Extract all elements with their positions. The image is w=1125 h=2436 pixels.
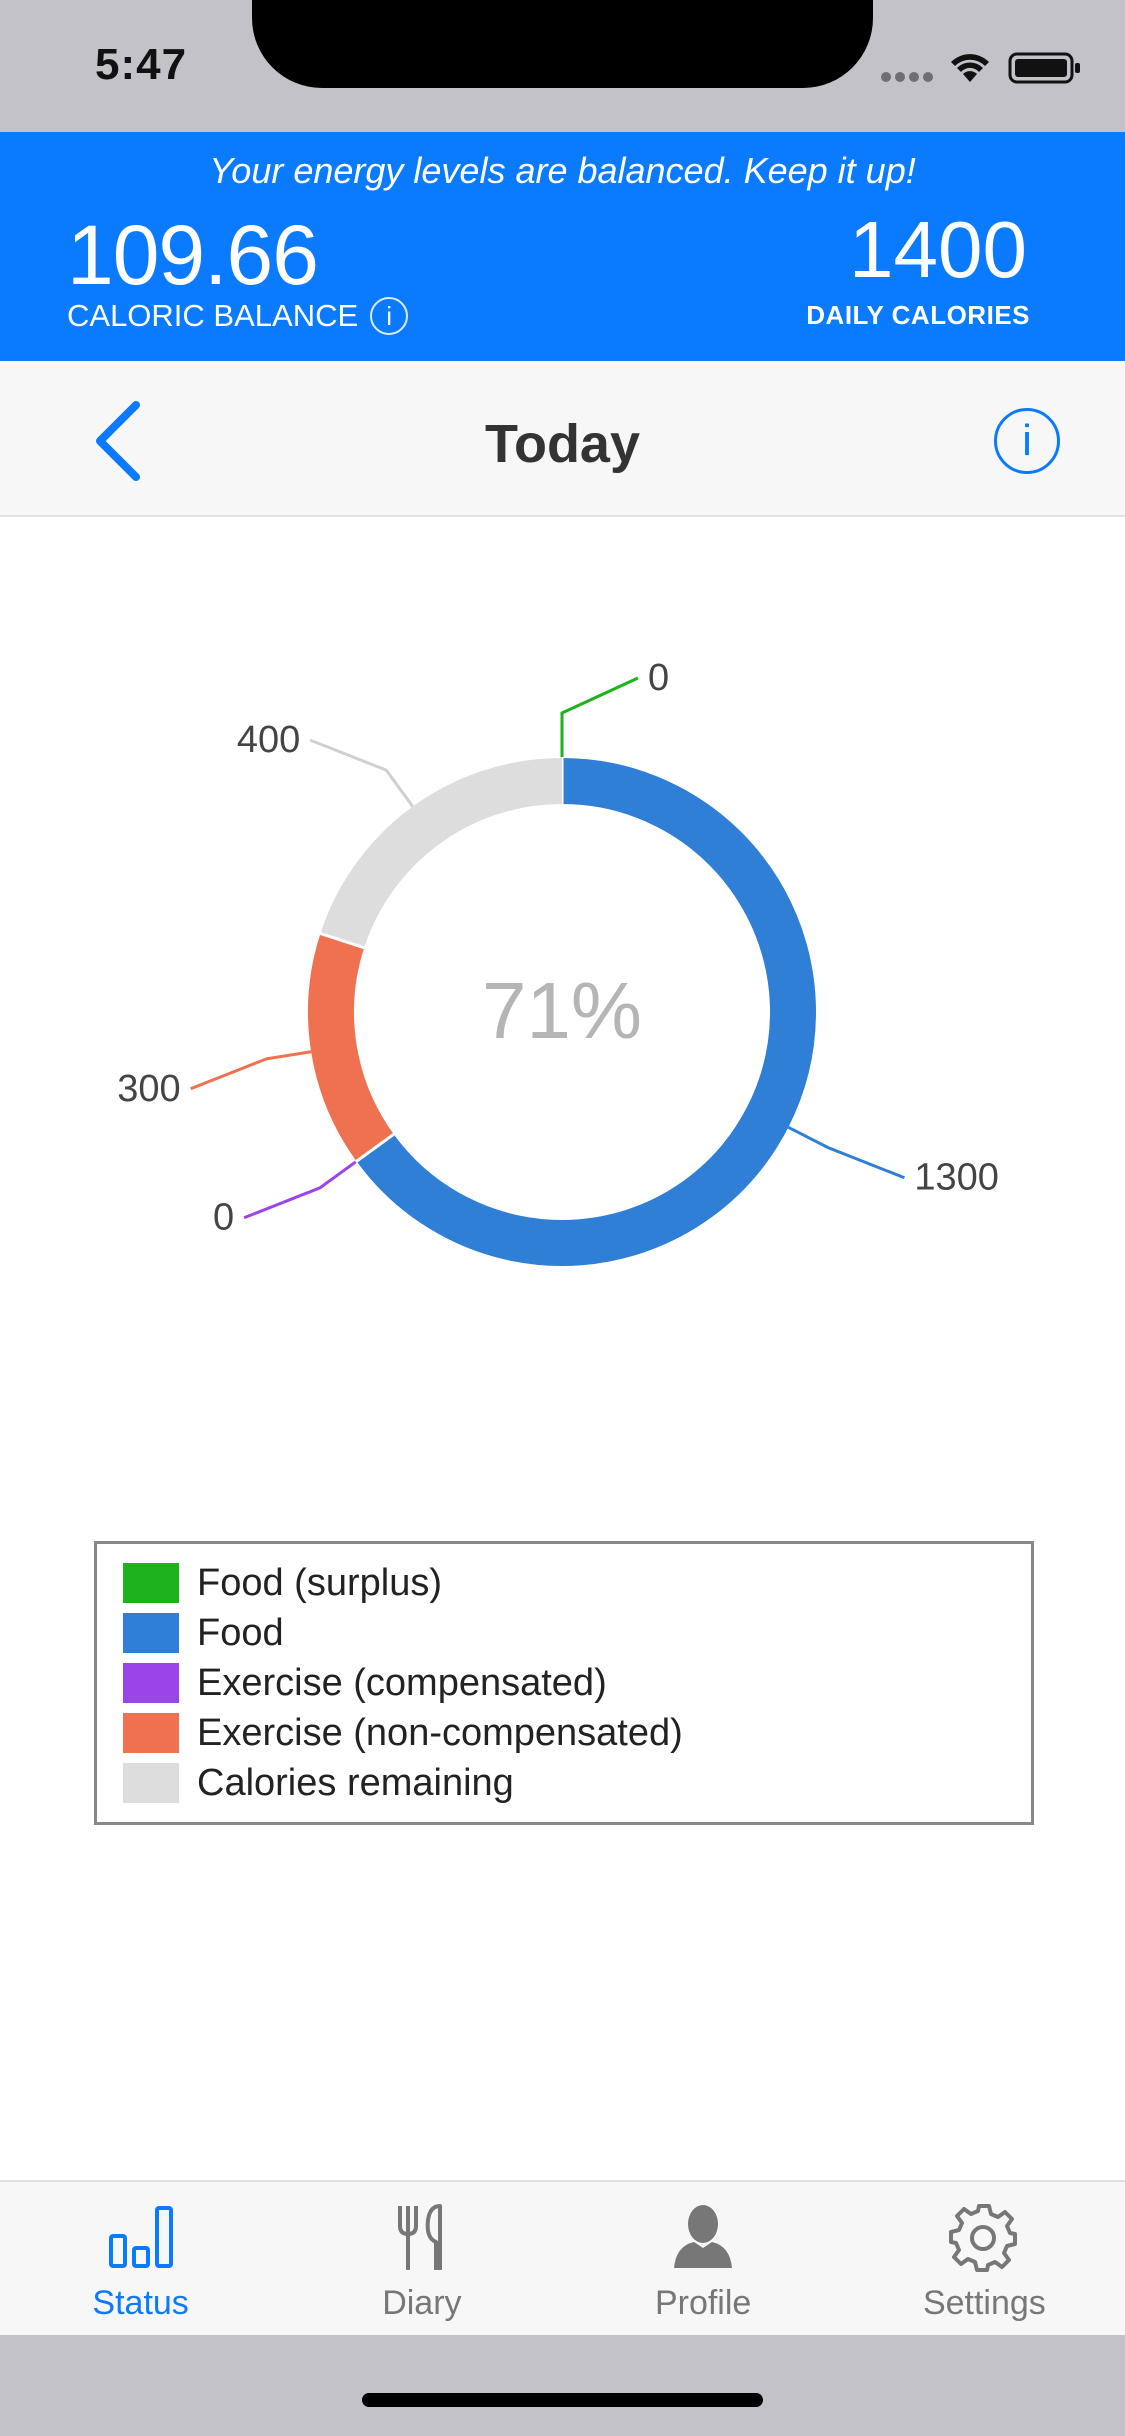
legend-label-exercise-compensated: Exercise (compensated) [197, 1661, 607, 1704]
value-label-exercise-compensated: 0 [213, 1197, 234, 1239]
battery-icon [1008, 52, 1080, 84]
value-label-food: 1300 [914, 1157, 999, 1199]
caloric-balance-info-icon[interactable]: i [370, 297, 409, 335]
status-time: 5:47 [95, 40, 188, 89]
tab-diary[interactable]: Diary [281, 2182, 562, 2337]
tab-settings[interactable]: Settings [844, 2182, 1125, 2337]
leader-line-exercise-non-compensated [190, 1050, 312, 1091]
legend-swatch-exercise-compensated [123, 1663, 179, 1703]
caloric-balance-text: CALORIC BALANCE [67, 298, 359, 333]
donut-svg: 0 1300 0 300 400 71% [117, 657, 999, 1266]
value-label-exercise-non-compensated: 300 [117, 1068, 180, 1110]
donut-slice-exercise-non-compensated [308, 933, 394, 1162]
donut-separator [319, 931, 366, 950]
legend-label-food: Food [197, 1611, 284, 1654]
energy-message: Your energy levels are balanced. Keep it… [209, 150, 916, 191]
wifi-icon [951, 54, 989, 82]
leader-line-food [787, 1125, 905, 1180]
value-label-calories-remaining: 400 [237, 719, 300, 761]
legend-label-exercise-non-compensated: Exercise (non-compensated) [197, 1711, 683, 1754]
notch [252, 0, 873, 88]
person-icon [674, 2205, 733, 2268]
legend-item-calories-remaining: Calories remaining [123, 1758, 1031, 1808]
status-bar: 5:47 [0, 0, 1125, 132]
legend-item-exercise-non-compensated: Exercise (non-compensated) [123, 1708, 1031, 1758]
value-label-food-surplus: 0 [648, 657, 669, 699]
tab-status-label: Status [92, 2284, 189, 2322]
legend-swatch-calories-remaining [123, 1763, 179, 1803]
home-indicator [362, 2393, 763, 2407]
back-chevron-icon[interactable] [78, 401, 158, 481]
tab-profile[interactable]: Profile [563, 2182, 844, 2337]
tab-profile-label: Profile [654, 2284, 752, 2322]
legend-swatch-exercise-non-compensated [123, 1713, 179, 1753]
gear-icon [949, 2204, 1018, 2272]
legend-item-exercise-compensated: Exercise (compensated) [123, 1658, 1031, 1708]
daily-calories-label: DAILY CALORIES [806, 300, 1030, 330]
donut-separator [354, 1132, 396, 1164]
legend-label-calories-remaining: Calories remaining [197, 1761, 514, 1804]
chart-legend: Food (surplus) Food Exercise (compensate… [94, 1541, 1034, 1825]
leader-line-exercise-compensated [243, 1160, 358, 1220]
caloric-balance-value: 109.66 [67, 208, 319, 302]
tab-settings-label: Settings [922, 2284, 1046, 2322]
tab-status[interactable]: Status [0, 2182, 281, 2337]
signal-icon [881, 72, 933, 82]
caloric-balance-label: CALORIC BALANCE i [67, 297, 409, 335]
donut-slice-food [356, 758, 816, 1266]
tab-diary-label: Diary [382, 2284, 462, 2322]
page-title: Today [484, 414, 640, 474]
bar-chart-icon [108, 2206, 173, 2268]
legend-item-food-surplus: Food (surplus) [123, 1558, 1031, 1608]
donut-center-percentage: 71% [482, 966, 642, 1055]
calorie-donut-chart: 0 1300 0 300 400 71% [0, 517, 1125, 1477]
info-button[interactable]: i [994, 408, 1060, 474]
fork-knife-icon [397, 2204, 442, 2270]
leader-line-food-surplus [560, 676, 639, 758]
legend-label-food-surplus: Food (surplus) [197, 1561, 442, 1604]
legend-swatch-food [123, 1613, 179, 1653]
leader-line-calories-remaining [309, 738, 414, 808]
legend-swatch-food-surplus [123, 1563, 179, 1603]
home-indicator-area [0, 2335, 1125, 2436]
legend-item-food: Food [123, 1608, 1031, 1658]
nav-bar: Today i [0, 361, 1125, 517]
tab-bar: Status Diary Profile Settings [0, 2180, 1125, 2335]
energy-banner: Your energy levels are balanced. Keep it… [0, 132, 1125, 361]
donut-slice-calories-remaining [320, 758, 563, 949]
daily-calories-value: 1400 [849, 205, 1027, 294]
